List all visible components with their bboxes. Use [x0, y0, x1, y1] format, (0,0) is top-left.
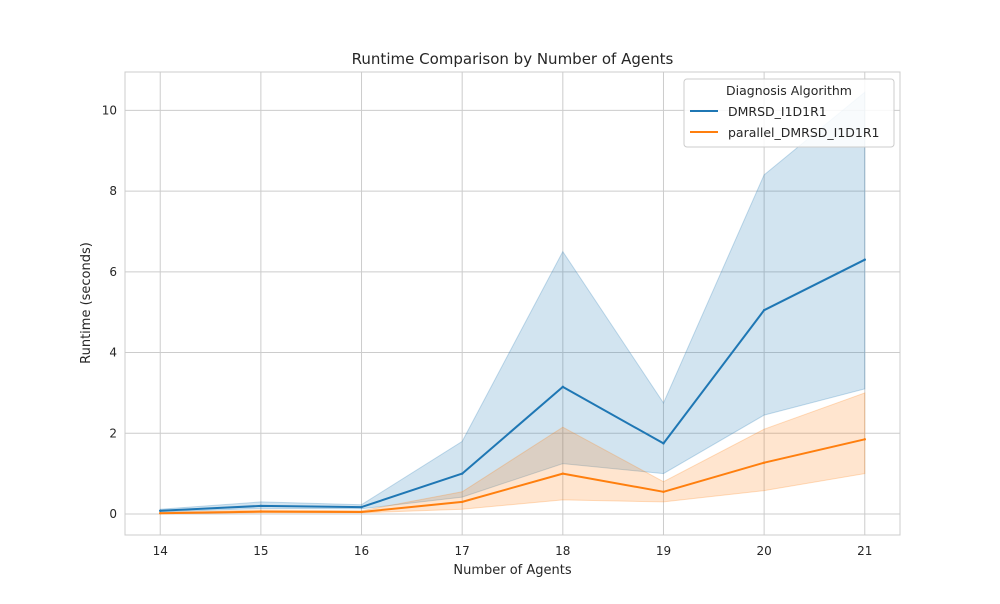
data-point-series-1 — [460, 472, 464, 475]
data-point-series-2 — [662, 490, 665, 494]
data-point-series-1 — [561, 385, 565, 389]
data-point-series-1 — [863, 258, 866, 261]
data-point-series-2 — [259, 510, 263, 513]
x-tick-label: 16 — [354, 544, 369, 558]
tick-labels: 14 15 16 17 18 19 20 21 0 2 4 6 8 10 — [102, 103, 873, 558]
x-tick-label: 21 — [857, 544, 872, 558]
data-point-series-1 — [662, 442, 665, 445]
series-lines — [159, 258, 866, 515]
x-tick-label: 14 — [153, 544, 168, 558]
data-point-series-2 — [360, 510, 363, 514]
y-axis-label: Runtime (seconds) — [79, 242, 94, 364]
data-point-series-1 — [360, 505, 363, 509]
x-axis-label: Number of Agents — [453, 563, 571, 578]
y-tick-label: 8 — [109, 184, 117, 198]
x-tick-label: 20 — [756, 544, 771, 558]
legend-title: Diagnosis Algorithm — [726, 83, 852, 98]
data-point-series-1 — [762, 308, 766, 312]
data-point-series-2 — [159, 512, 162, 515]
data-point-series-1 — [159, 509, 162, 512]
legend-label-series-2: parallel_DMRSD_I1D1R1 — [728, 125, 880, 140]
plot-frame — [124, 71, 901, 536]
y-tick-label: 0 — [109, 507, 117, 521]
y-tick-label: 6 — [109, 265, 117, 279]
legend-label-series-1: DMRSD_I1D1R1 — [728, 104, 827, 119]
data-point-series-2 — [762, 461, 766, 464]
y-tick-label: 2 — [109, 426, 117, 440]
series-line-2 — [159, 438, 866, 515]
data-point-series-2 — [460, 500, 464, 504]
legend-box — [683, 78, 895, 148]
x-tick-label: 18 — [555, 544, 570, 558]
legend: Diagnosis Algorithm DMRSD_I1D1R1 paralle… — [683, 78, 895, 148]
x-tick-label: 17 — [455, 544, 470, 558]
chart-title: Runtime Comparison by Number of Agents — [352, 50, 674, 68]
x-tick-label: 19 — [656, 544, 671, 558]
series-line-1 — [159, 258, 866, 512]
grid-layer — [125, 72, 900, 535]
data-point-series-2 — [561, 472, 565, 475]
x-tick-label: 15 — [253, 544, 268, 558]
data-point-series-2 — [863, 438, 866, 441]
y-tick-label: 10 — [102, 103, 117, 117]
y-tick-label: 4 — [109, 346, 117, 360]
confidence-band-series-1 — [159, 91, 866, 513]
data-point-series-1 — [259, 504, 263, 508]
